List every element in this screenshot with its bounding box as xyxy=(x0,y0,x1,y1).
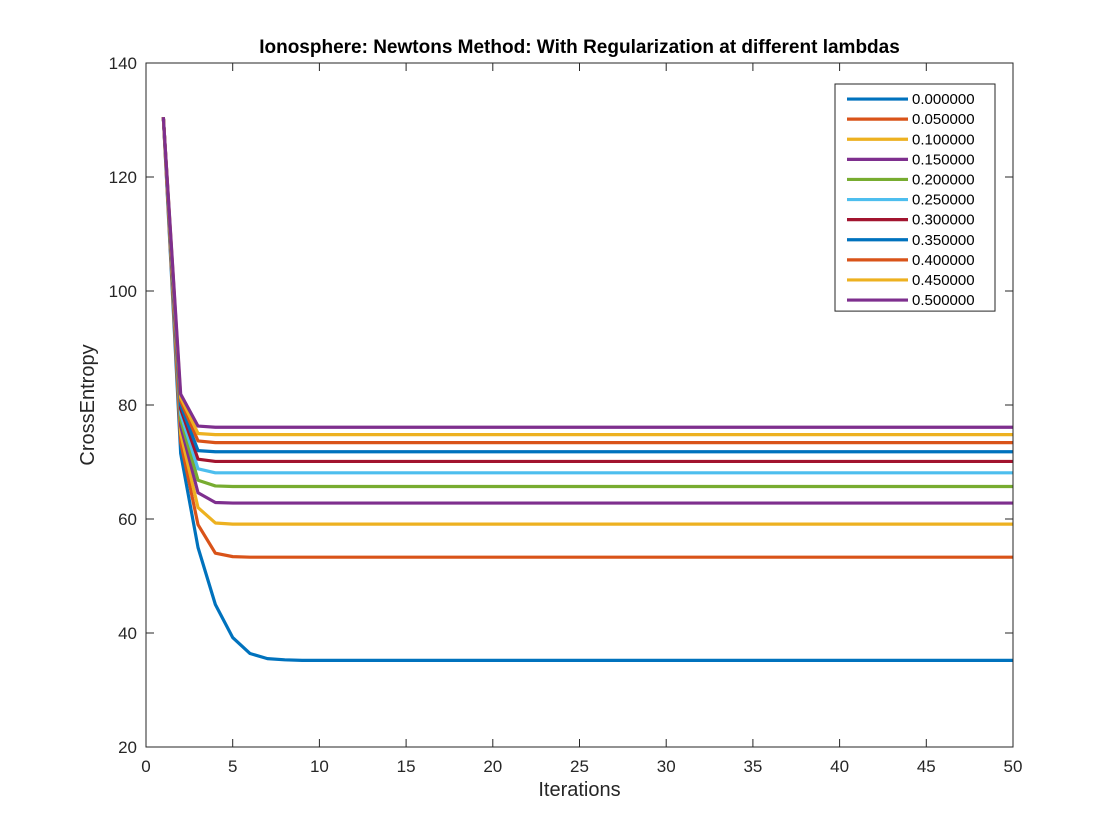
series-line-0 xyxy=(161,117,1013,662)
x-tick-label: 45 xyxy=(917,757,936,776)
chart-title: Ionosphere: Newtons Method: With Regular… xyxy=(259,37,900,58)
x-axis-label: Iterations xyxy=(538,779,620,801)
series-lines xyxy=(161,117,1013,662)
series-line-5 xyxy=(161,117,1013,475)
legend-label-10: 0.500000 xyxy=(912,292,975,309)
axis-ticks: 0 5 10 15 20 25 30 35 40 45 50 20 40 60 80 100 120 140 xyxy=(109,54,1023,776)
series-line-6 xyxy=(161,117,1013,464)
x-tick-label: 30 xyxy=(657,757,676,776)
legend-label-5: 0.250000 xyxy=(912,192,975,209)
series-line-4 xyxy=(161,117,1013,489)
y-tick-label: 120 xyxy=(109,168,137,187)
x-tick-label: 0 xyxy=(141,757,150,776)
series-line-9 xyxy=(161,117,1013,437)
legend-label-8: 0.400000 xyxy=(912,252,975,269)
x-tick-label: 20 xyxy=(483,757,502,776)
y-tick-label: 100 xyxy=(109,282,137,301)
legend-label-7: 0.350000 xyxy=(912,232,975,249)
legend-label-2: 0.100000 xyxy=(912,131,975,148)
series-line-7 xyxy=(161,117,1013,454)
y-tick-label: 140 xyxy=(109,54,137,73)
x-tick-label: 40 xyxy=(830,757,849,776)
series-line-10 xyxy=(161,117,1013,429)
legend-label-6: 0.300000 xyxy=(912,212,975,229)
series-line-8 xyxy=(161,117,1013,445)
legend-label-3: 0.150000 xyxy=(912,151,975,168)
x-tick-label: 10 xyxy=(310,757,329,776)
legend: 0.000000 0.050000 0.100000 0.150000 0.200000… xyxy=(834,83,996,312)
x-tick-label: 15 xyxy=(397,757,416,776)
y-tick-label: 20 xyxy=(118,738,137,757)
y-tick-label: 60 xyxy=(118,510,137,529)
legend-label-1: 0.050000 xyxy=(912,111,975,128)
y-tick-label: 40 xyxy=(118,624,137,643)
series-line-3 xyxy=(161,117,1013,505)
legend-label-4: 0.200000 xyxy=(912,171,975,188)
series-line-1 xyxy=(161,117,1013,559)
x-tick-label: 25 xyxy=(570,757,589,776)
x-tick-label: 5 xyxy=(228,757,237,776)
legend-box xyxy=(834,83,996,312)
series-line-2 xyxy=(161,117,1013,526)
x-tick-label: 50 xyxy=(1004,757,1023,776)
legend-label-9: 0.450000 xyxy=(912,272,975,289)
y-tick-label: 80 xyxy=(118,396,137,415)
y-axis-label: CrossEntropy xyxy=(77,344,99,465)
x-tick-label: 35 xyxy=(743,757,762,776)
legend-label-0: 0.000000 xyxy=(912,91,975,108)
